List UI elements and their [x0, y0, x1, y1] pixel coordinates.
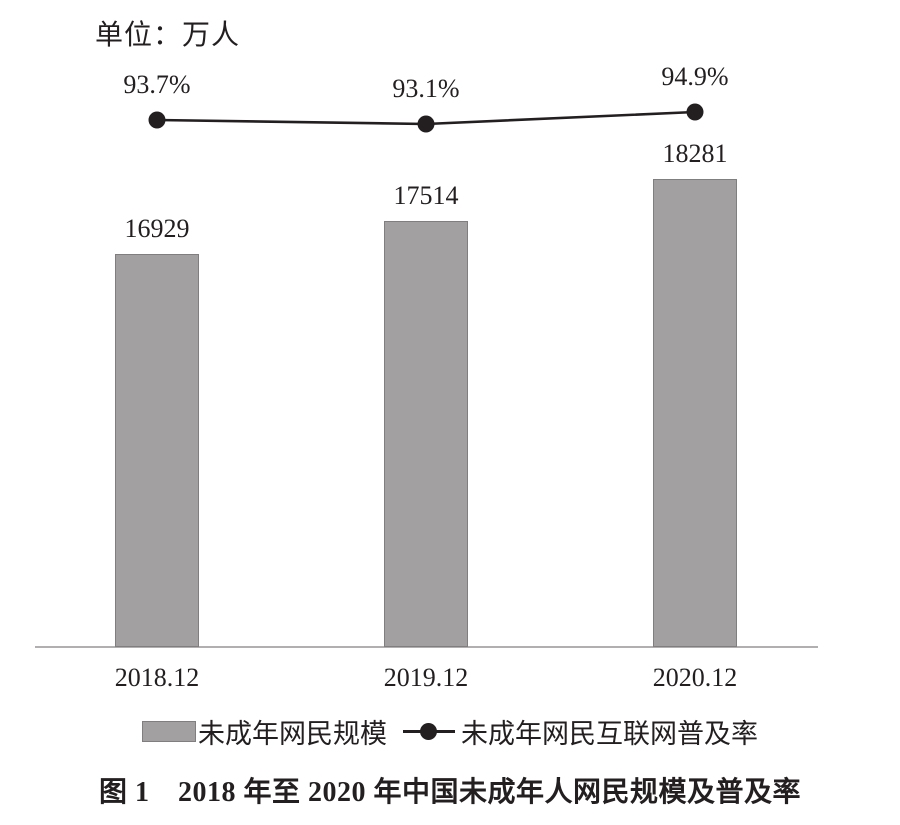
data-point-dot [417, 115, 435, 133]
legend-bar-label: 未成年网民规模 [198, 719, 387, 749]
legend-line-label: 未成年网民互联网普及率 [461, 719, 758, 749]
legend-line-dot-icon [420, 723, 437, 740]
legend: 未成年网民规模 未成年网民互联网普及率 [0, 712, 900, 751]
bar-value-label: 18281 [662, 139, 728, 168]
bar-value-label: 16929 [124, 214, 190, 243]
x-axis-label: 2019.12 [383, 663, 469, 692]
bar [115, 254, 199, 647]
percent-label: 94.9% [661, 62, 729, 91]
legend-bar-swatch [142, 721, 196, 742]
bar [384, 221, 468, 647]
bar [653, 179, 737, 647]
x-axis-label: 2020.12 [652, 663, 738, 692]
unit-label: 单位：万人 [95, 20, 241, 51]
percent-label: 93.1% [392, 74, 460, 103]
percent-label: 93.7% [123, 70, 191, 99]
x-axis-line [35, 646, 818, 648]
legend-line-symbol [403, 721, 455, 742]
bar-value-label: 17514 [393, 181, 459, 210]
data-point-dot [148, 111, 166, 129]
chart-caption: 图 1 2018 年至 2020 年中国未成年人网民规模及普及率 [98, 777, 801, 808]
x-axis-label: 2018.12 [114, 663, 200, 692]
data-point-dot [686, 103, 704, 121]
